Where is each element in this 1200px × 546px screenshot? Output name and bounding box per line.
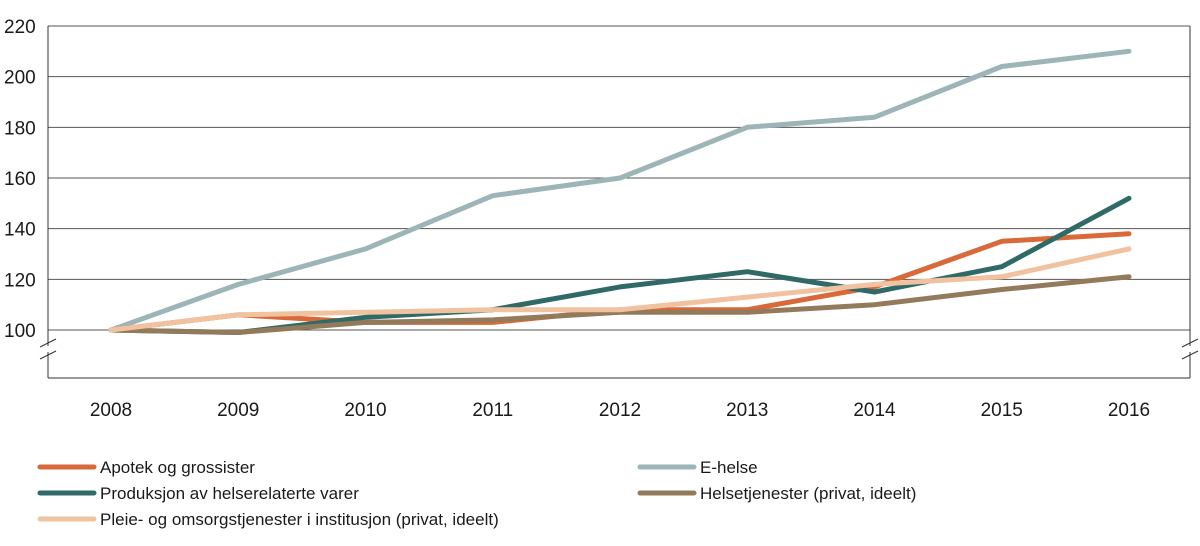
axes — [39, 26, 1199, 379]
x-tick-label: 2014 — [853, 400, 896, 421]
y-tick-label: 160 — [4, 169, 36, 190]
legend-label: Helsetjenester (privat, ideelt) — [700, 484, 916, 503]
y-tick-label: 120 — [4, 270, 36, 291]
legend-label: E-helse — [700, 458, 758, 477]
series-line-3 — [108, 274, 1132, 335]
axis-break-right — [1181, 338, 1199, 360]
x-tick-label: 2009 — [217, 400, 259, 421]
x-tick-label: 2008 — [90, 400, 132, 421]
legend-label: Produksjon av helserelaterte varer — [100, 484, 359, 503]
y-tick-label: 140 — [4, 220, 36, 241]
y-tick-label: 200 — [4, 68, 36, 89]
legend-label: Apotek og grossister — [100, 458, 255, 477]
x-tick-label: 2011 — [472, 400, 513, 421]
legend-item: Produksjon av helserelaterte varer — [37, 484, 359, 503]
y-tick-label: 220 — [4, 17, 36, 38]
legend: Apotek og grossister E-helse Produksjon av… — [37, 458, 916, 529]
legend-item: Pleie- og omsorgstjenester i institusjon… — [37, 510, 499, 529]
x-tick-labels: 2008 2009 2010 2011 2012 2013 2014 2015 2016 — [90, 400, 1150, 421]
x-tick-label: 2012 — [599, 400, 641, 421]
legend-label: Pleie- og omsorgstjenester i institusjon… — [100, 510, 499, 529]
series-line-1 — [108, 48, 1132, 333]
y-tick-label: 100 — [4, 321, 36, 342]
y-tick-label: 180 — [4, 118, 36, 139]
x-tick-label: 2013 — [726, 400, 768, 421]
x-tick-label: 2016 — [1108, 400, 1150, 421]
axis-break-left — [39, 338, 57, 360]
series-lines — [108, 48, 1132, 335]
legend-item: E-helse — [637, 458, 758, 477]
series-line-4 — [108, 246, 1132, 333]
x-tick-label: 2015 — [981, 400, 1023, 421]
legend-item: Apotek og grossister — [37, 458, 255, 477]
legend-item: Helsetjenester (privat, ideelt) — [637, 484, 916, 503]
y-tick-labels: 220 200 180 160 140 120 100 — [4, 17, 36, 342]
x-tick-label: 2010 — [344, 400, 386, 421]
